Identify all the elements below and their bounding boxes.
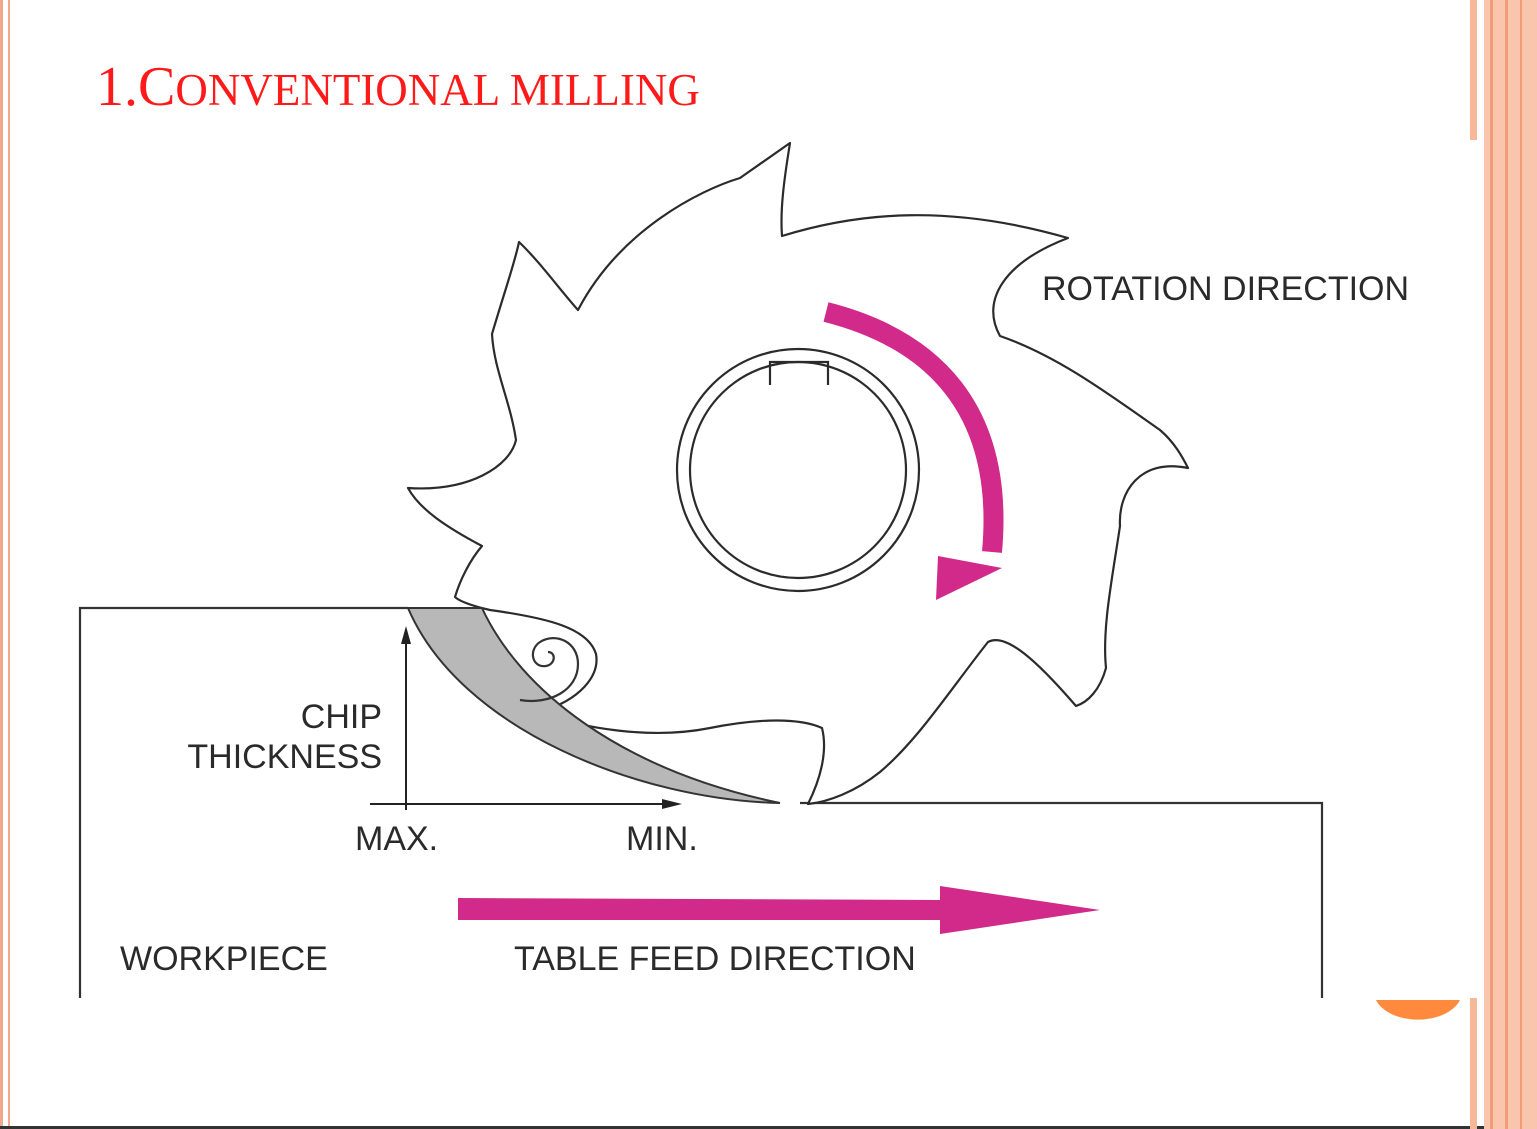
rotation-direction-label: ROTATION DIRECTION	[1042, 270, 1409, 308]
rotation-arrow-head	[936, 556, 1002, 600]
chip-label-line2: THICKNESS	[187, 738, 382, 776]
cutter-bore-ring-outer	[675, 347, 921, 593]
title-initial: C	[138, 56, 176, 118]
workpiece-label: WORKPIECE	[120, 940, 328, 978]
milling-cutter-outline	[406, 141, 1190, 806]
slide-title: 1.CONVENTIONAL MILLING	[96, 52, 700, 125]
title-number: 1.	[96, 56, 138, 118]
chip-curl	[519, 637, 580, 703]
chip-label-line1: CHIP	[301, 698, 382, 736]
workpiece-outline-right	[800, 801, 1324, 998]
right-frame-line-3	[1520, 0, 1522, 1129]
chip-thickness-arrowhead	[401, 626, 411, 644]
workpiece-outline-left	[78, 606, 408, 998]
min-label: MIN.	[626, 820, 698, 858]
title-rest: ONVENTIONAL MILLING	[175, 65, 700, 115]
left-frame-line-outer	[0, 0, 3, 1129]
table-feed-arrow	[458, 886, 1100, 934]
right-accent-bar-bottom	[1470, 998, 1477, 1129]
max-label: MAX.	[355, 820, 438, 858]
table-feed-label: TABLE FEED DIRECTION	[514, 940, 916, 978]
bottom-border	[0, 1126, 1537, 1129]
orange-accent-dot	[1376, 1000, 1460, 1020]
right-accent-bar-top	[1470, 0, 1477, 140]
right-frame-line-1	[1490, 0, 1493, 1129]
chip	[406, 607, 781, 804]
right-frame-line-2	[1505, 0, 1508, 1129]
chip-length-arrowhead	[662, 799, 682, 809]
rotation-direction-arrow	[823, 302, 1004, 553]
cutter-bore-ring-inner	[688, 360, 908, 580]
left-frame-line-inner	[8, 0, 10, 1129]
